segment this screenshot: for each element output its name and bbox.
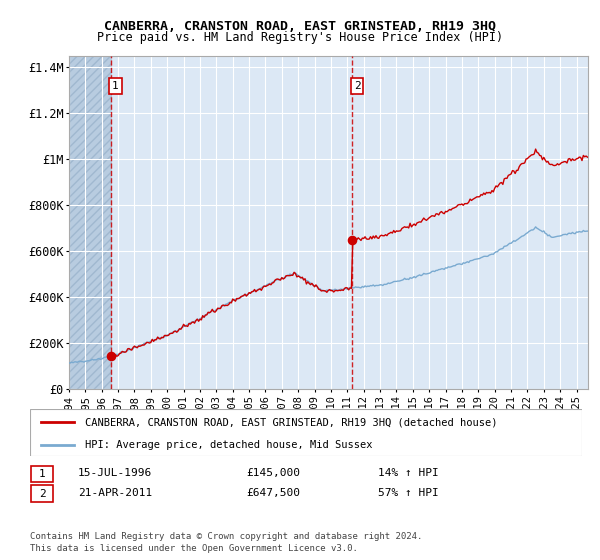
FancyBboxPatch shape (31, 486, 53, 502)
Text: CANBERRA, CRANSTON ROAD, EAST GRINSTEAD, RH19 3HQ: CANBERRA, CRANSTON ROAD, EAST GRINSTEAD,… (104, 20, 496, 32)
FancyBboxPatch shape (31, 466, 53, 482)
Text: 2: 2 (354, 81, 361, 91)
FancyBboxPatch shape (30, 409, 582, 456)
Text: £145,000: £145,000 (246, 468, 300, 478)
Text: 57% ↑ HPI: 57% ↑ HPI (378, 488, 439, 498)
Text: 21-APR-2011: 21-APR-2011 (78, 488, 152, 498)
Text: 1: 1 (38, 469, 46, 479)
Bar (69, 56, 112, 389)
Text: 1: 1 (112, 81, 119, 91)
Text: Contains HM Land Registry data © Crown copyright and database right 2024.
This d: Contains HM Land Registry data © Crown c… (30, 532, 422, 553)
Point (106, 352, 115, 361)
Text: 2: 2 (38, 489, 46, 498)
Text: 15-JUL-1996: 15-JUL-1996 (78, 468, 152, 478)
Text: £647,500: £647,500 (246, 488, 300, 498)
Text: 14% ↑ HPI: 14% ↑ HPI (378, 468, 439, 478)
Text: Price paid vs. HM Land Registry's House Price Index (HPI): Price paid vs. HM Land Registry's House … (97, 31, 503, 44)
Text: HPI: Average price, detached house, Mid Sussex: HPI: Average price, detached house, Mid … (85, 440, 373, 450)
Text: CANBERRA, CRANSTON ROAD, EAST GRINSTEAD, RH19 3HQ (detached house): CANBERRA, CRANSTON ROAD, EAST GRINSTEAD,… (85, 417, 498, 427)
Point (347, 236, 357, 245)
